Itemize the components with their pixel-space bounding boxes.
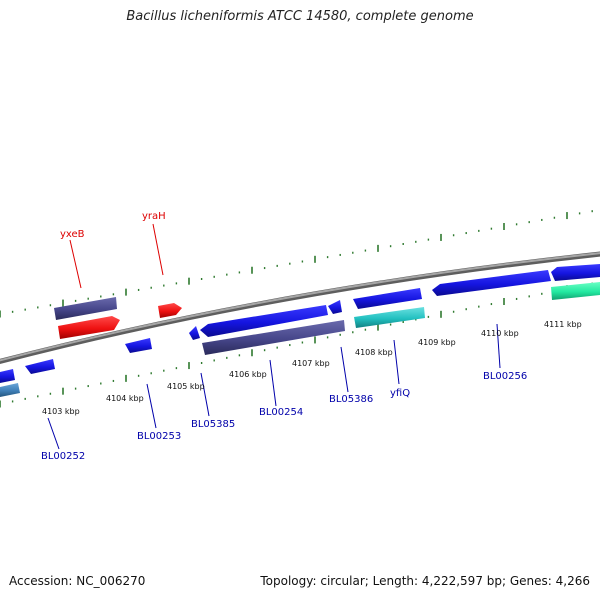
- scale-label-4109: 4109 kbp: [418, 338, 456, 347]
- gene-blue-right[interactable]: [551, 264, 600, 281]
- gene-steel-left[interactable]: [0, 383, 20, 397]
- gene-BL00252-left[interactable]: [0, 369, 15, 383]
- gene-label-BL00254: BL00254: [259, 407, 303, 418]
- gene-label-BL00252: BL00252: [41, 451, 85, 462]
- gene-label-BL05386: BL05386: [329, 394, 373, 405]
- gene-labels: yxeB yraH BL00252 BL00253 BL05385 BL0025…: [41, 211, 527, 462]
- reverse-strand-genes: [0, 264, 600, 397]
- gene-yxeB[interactable]: [58, 316, 120, 339]
- gene-slate-lower[interactable]: [202, 320, 345, 355]
- gene-label-lines: [47, 223, 501, 450]
- accession-label: Accession: NC_006270: [9, 574, 146, 588]
- gene-BL05386[interactable]: [328, 300, 342, 314]
- scale-label-4110: 4110 kbp: [481, 329, 519, 338]
- gene-label-BL05385: BL05385: [191, 419, 235, 430]
- gene-BL05385[interactable]: [189, 326, 200, 340]
- gene-label-yxeB: yxeB: [60, 229, 85, 240]
- gene-label-yraH: yraH: [142, 211, 166, 222]
- scale-label-4111: 4111 kbp: [544, 320, 582, 329]
- gene-cyan-yfiQ[interactable]: [354, 307, 425, 328]
- scale-label-4108: 4108 kbp: [355, 348, 393, 357]
- gene-BL00253[interactable]: [125, 338, 152, 353]
- gene-label-BL00256: BL00256: [483, 371, 527, 382]
- scale-label-4105: 4105 kbp: [167, 382, 205, 391]
- gene-blue-small-1[interactable]: [25, 359, 55, 374]
- gene-green-right[interactable]: [551, 282, 600, 300]
- genome-backbone: [0, 251, 600, 364]
- gene-label-yfiQ: yfiQ: [390, 388, 410, 399]
- scale-label-4103: 4103 kbp: [42, 407, 80, 416]
- gene-BL00254[interactable]: [200, 305, 328, 337]
- gene-yraH[interactable]: [158, 303, 182, 318]
- map-title: Bacillus licheniformis ATCC 14580, compl…: [126, 9, 474, 24]
- gene-slate-upper[interactable]: [54, 297, 117, 320]
- forward-strand-genes: [54, 282, 600, 339]
- scale-label-4104: 4104 kbp: [106, 394, 144, 403]
- gene-BL00256[interactable]: [432, 270, 551, 296]
- scale-label-4107: 4107 kbp: [292, 359, 330, 368]
- scale-labels: 4103 kbp 4104 kbp 4105 kbp 4106 kbp 4107…: [42, 320, 582, 416]
- gene-label-BL00253: BL00253: [137, 431, 181, 442]
- scale-label-4106: 4106 kbp: [229, 370, 267, 379]
- gene-blue-mid[interactable]: [353, 288, 422, 309]
- topology-label: Topology: circular; Length: 4,222,597 bp…: [260, 574, 590, 588]
